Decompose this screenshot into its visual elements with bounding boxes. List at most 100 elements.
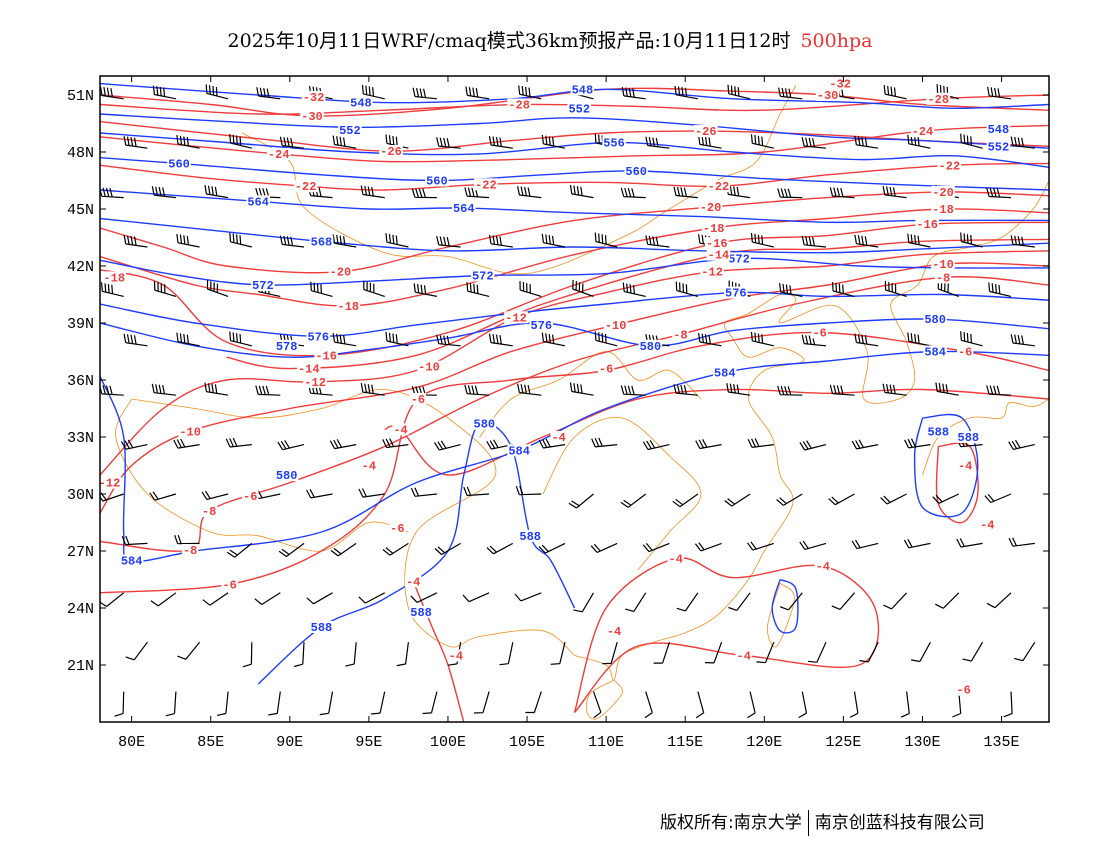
- wind-barb: [882, 383, 907, 396]
- temperature-label: -26: [695, 125, 717, 139]
- temperature-label: -22: [295, 180, 317, 194]
- lat-tick-label: 36N: [67, 373, 94, 390]
- wind-barb: [960, 331, 983, 347]
- temperature-label-bg: [266, 147, 291, 160]
- map-frame: [99, 75, 1050, 723]
- wind-barb: [434, 542, 461, 556]
- wind-barb: [488, 136, 513, 149]
- wind-barb: [777, 385, 803, 396]
- height-label: 588: [519, 530, 541, 544]
- temperature-label: -4: [737, 650, 751, 664]
- height-contour: [257, 421, 576, 685]
- temperature-contour: [573, 557, 880, 713]
- wind-barb: [242, 642, 253, 668]
- wind-barb: [986, 187, 1012, 199]
- height-label-bg: [119, 554, 144, 567]
- lat-tick-label: 45N: [67, 202, 94, 219]
- temperature-label-bg: [979, 518, 996, 531]
- wind-barb: [486, 439, 513, 450]
- wind-barb: [960, 232, 983, 248]
- temperature-label-bg: [474, 178, 498, 191]
- wind-barb: [464, 187, 490, 199]
- height-label: 578: [276, 340, 298, 354]
- wind-barb: [310, 281, 333, 297]
- lat-tick-label: 30N: [67, 487, 94, 504]
- wind-barb: [410, 592, 438, 603]
- wind-barb: [550, 642, 566, 665]
- wind-barb: [125, 641, 148, 661]
- wind-barb: [672, 493, 699, 508]
- height-label-bg: [602, 136, 626, 149]
- temperature-label-bg: [301, 90, 326, 103]
- wind-barb: [436, 235, 461, 248]
- wind-barb: [962, 641, 984, 662]
- wind-barb: [695, 439, 722, 450]
- temperature-label-bg: [221, 578, 238, 591]
- temperature-label: -6: [222, 578, 236, 592]
- wind-barb: [900, 691, 910, 718]
- temperature-label: -8: [936, 271, 950, 285]
- wind-barb: [594, 331, 618, 347]
- wind-barb: [123, 333, 148, 347]
- wind-barb: [433, 440, 461, 451]
- height-label-bg: [309, 235, 334, 248]
- height-label: 548: [572, 83, 594, 97]
- wind-barb: [462, 592, 490, 603]
- temperature-label-bg: [701, 222, 726, 234]
- lat-tick-label: 39N: [67, 316, 94, 333]
- temperature-label-bg: [597, 362, 615, 375]
- wind-barb: [698, 135, 722, 149]
- wind-barbs: [100, 84, 1036, 719]
- wind-barb: [308, 384, 333, 396]
- height-label: 568: [311, 235, 333, 249]
- wind-barb: [747, 438, 774, 448]
- height-label: 584: [924, 346, 946, 360]
- height-label-bg: [724, 286, 748, 299]
- height-label-bg: [246, 195, 270, 208]
- lon-tick-label: 90E: [276, 734, 303, 751]
- height-label-bg: [570, 83, 595, 96]
- temperature-label-bg: [404, 575, 422, 588]
- temperature-label-bg: [700, 265, 724, 278]
- temperature-label: -12: [701, 266, 723, 280]
- wind-barb: [120, 439, 148, 450]
- wind-barb: [935, 592, 960, 609]
- wind-barb: [465, 86, 490, 100]
- temperature-label: -4: [816, 560, 830, 574]
- pressure-level: 500hpa: [800, 30, 873, 52]
- wind-barb: [779, 592, 803, 611]
- wind-barb: [306, 489, 333, 499]
- footer-divider: [807, 810, 809, 836]
- title-main: 2025年10月11日WRF/cmaq模式36km预报产品:10月11日12时: [227, 30, 791, 52]
- wind-barb: [123, 136, 148, 149]
- wind-barb: [361, 84, 385, 100]
- height-label: 560: [426, 175, 448, 189]
- wind-barb: [254, 592, 281, 606]
- temperature-label-bg: [603, 318, 628, 331]
- height-label: 572: [252, 279, 274, 293]
- height-contour: [100, 291, 1049, 338]
- temperature-label-bg: [300, 109, 324, 122]
- wind-barb: [903, 539, 931, 549]
- temperature-label-bg: [409, 393, 427, 405]
- wind-barb: [216, 691, 229, 716]
- wind-barb: [204, 185, 229, 199]
- temperature-label-bg: [672, 328, 689, 341]
- wind-barb: [229, 133, 252, 149]
- wind-barb: [674, 85, 699, 100]
- temperature-label: -30: [817, 89, 839, 103]
- temperature-label: -28: [508, 99, 530, 113]
- temperature-label: -32: [829, 78, 851, 92]
- wind-barb: [382, 438, 409, 449]
- height-contour: [100, 318, 1049, 358]
- height-label: 588: [311, 621, 333, 635]
- wind-barb: [698, 333, 722, 347]
- wind-barb: [907, 134, 931, 149]
- wind-barb: [293, 642, 305, 668]
- wind-barb: [177, 641, 201, 660]
- wind-barb: [204, 382, 229, 396]
- temperature-label: -24: [912, 125, 934, 139]
- wind-barb: [176, 233, 200, 248]
- wind-barb: [851, 439, 879, 450]
